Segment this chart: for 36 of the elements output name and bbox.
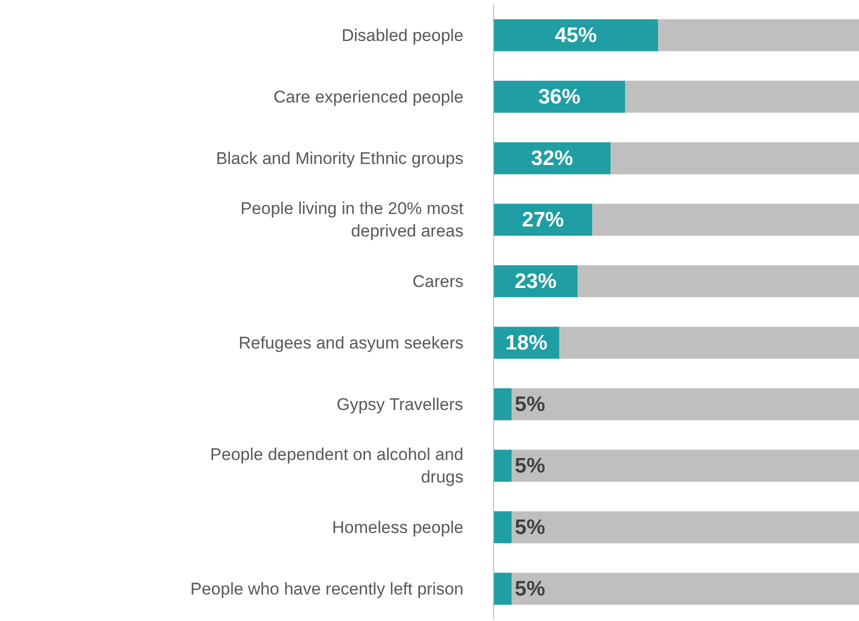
bar — [494, 388, 512, 420]
bar — [494, 19, 658, 52]
y-tick-label: Carers — [412, 272, 464, 291]
y-tick-label: People living in the 20% most deprived areas — [240, 198, 464, 241]
bar — [578, 265, 859, 298]
bar — [512, 572, 859, 605]
y-tick-label: Refugees and asyum seekers — [238, 333, 464, 352]
bar — [512, 511, 859, 544]
data-label: 5% — [514, 577, 546, 600]
data-label: 32% — [531, 146, 574, 170]
bar — [625, 80, 859, 113]
bar — [610, 142, 859, 174]
bar — [512, 388, 859, 420]
bar — [559, 326, 859, 359]
data-label: 27% — [522, 208, 564, 232]
y-tick-label: People who have recently left prison — [190, 579, 464, 598]
bar — [494, 450, 512, 482]
y-tick-label: People dependent on alcohol and drugs — [210, 444, 464, 487]
bar — [658, 19, 859, 52]
bar — [592, 204, 859, 236]
y-tick-label: Gypsy Travellers — [336, 394, 464, 414]
y-tick-label: Black and Minority Ethnic groups — [216, 148, 464, 168]
data-label: 36% — [538, 85, 581, 108]
data-label: 23% — [514, 270, 557, 293]
data-label: 5% — [514, 516, 546, 539]
data-label: 18% — [505, 331, 548, 354]
y-tick-label: Care experienced people — [274, 87, 464, 106]
y-tick-label: Homeless people — [332, 518, 464, 537]
y-tick-label: Disabled people — [342, 26, 464, 45]
data-label: 5% — [514, 454, 546, 478]
bar — [512, 450, 859, 482]
bar — [494, 80, 626, 113]
bar — [494, 572, 512, 605]
data-label: 5% — [514, 392, 546, 416]
data-label: 45% — [554, 24, 598, 47]
bar — [494, 511, 512, 544]
